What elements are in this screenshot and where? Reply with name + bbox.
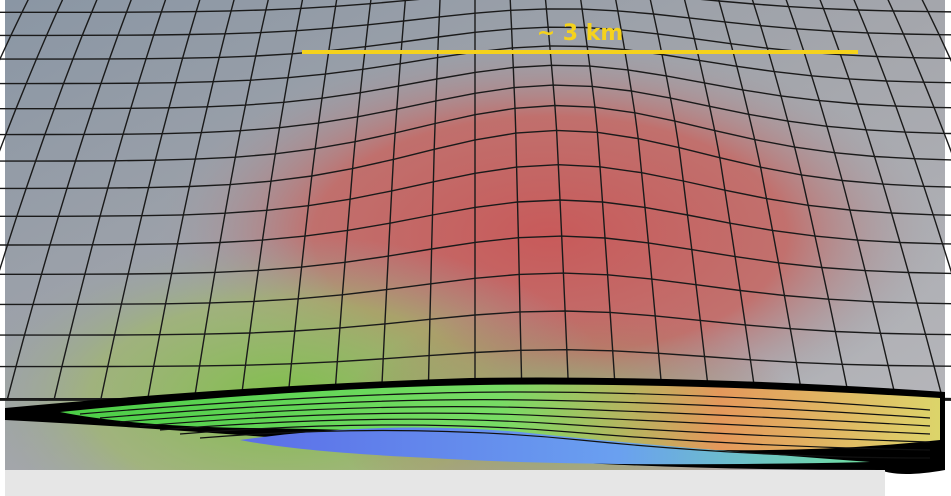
floor [5,470,885,496]
terrain-view: ~ 3 km [0,0,951,496]
scale-bar-label: ~ 3 km [537,21,624,46]
